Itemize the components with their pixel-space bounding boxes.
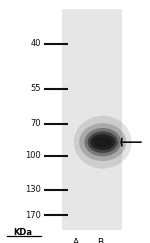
Text: 170: 170 bbox=[25, 210, 41, 220]
Ellipse shape bbox=[94, 137, 112, 147]
Ellipse shape bbox=[90, 134, 115, 150]
Text: A: A bbox=[73, 238, 79, 243]
Ellipse shape bbox=[88, 131, 118, 153]
Text: 40: 40 bbox=[31, 39, 41, 48]
Text: B: B bbox=[97, 238, 103, 243]
Text: 70: 70 bbox=[31, 119, 41, 129]
Ellipse shape bbox=[74, 116, 132, 169]
Bar bbox=[62, 9, 122, 230]
Ellipse shape bbox=[79, 123, 126, 161]
Text: 55: 55 bbox=[31, 84, 41, 93]
Text: 130: 130 bbox=[25, 185, 41, 194]
Ellipse shape bbox=[84, 128, 121, 156]
Text: KDa: KDa bbox=[14, 228, 33, 237]
Text: 100: 100 bbox=[26, 151, 41, 160]
